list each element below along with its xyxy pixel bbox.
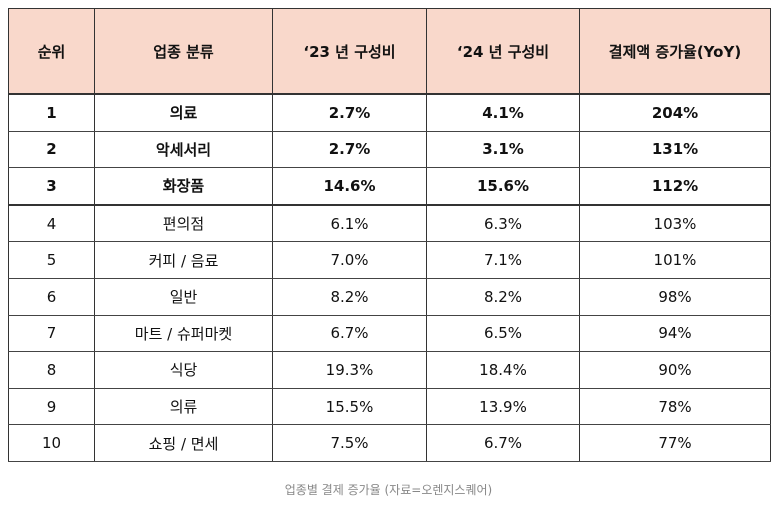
cell-share-23: 19.3% bbox=[272, 351, 427, 389]
cell-rank: 8 bbox=[8, 351, 95, 389]
cell-share-23: 2.7% bbox=[272, 94, 427, 132]
cell-share-24: 6.3% bbox=[426, 204, 580, 243]
cell-growth: 131% bbox=[579, 131, 771, 169]
cell-share-23: 14.6% bbox=[272, 167, 427, 206]
cell-growth: 101% bbox=[579, 241, 771, 279]
cell-growth: 204% bbox=[579, 94, 771, 132]
table-row: 9 의류 15.5% 13.9% 78% bbox=[8, 388, 771, 426]
cell-growth: 103% bbox=[579, 204, 771, 243]
table-row: 7 마트 / 슈퍼마켓 6.7% 6.5% 94% bbox=[8, 315, 771, 353]
cell-share-23: 7.0% bbox=[272, 241, 427, 279]
cell-share-24: 13.9% bbox=[426, 388, 580, 426]
cell-category: 일반 bbox=[94, 278, 273, 316]
cell-share-24: 6.7% bbox=[426, 424, 580, 462]
cell-share-23: 8.2% bbox=[272, 278, 427, 316]
cell-category: 의료 bbox=[94, 94, 273, 132]
cell-rank: 10 bbox=[8, 424, 95, 462]
header-rank: 순위 bbox=[8, 8, 95, 95]
table-header-row: 순위 업종 분류 ‘23 년 구성비 ‘24 년 구성비 결제액 증가율(YoY… bbox=[8, 8, 771, 95]
cell-rank: 6 bbox=[8, 278, 95, 316]
cell-share-24: 6.5% bbox=[426, 315, 580, 353]
cell-share-24: 7.1% bbox=[426, 241, 580, 279]
cell-share-24: 18.4% bbox=[426, 351, 580, 389]
header-growth-yoy: 결제액 증가율(YoY) bbox=[579, 8, 771, 95]
cell-rank: 9 bbox=[8, 388, 95, 426]
table-row: 3 화장품 14.6% 15.6% 112% bbox=[8, 167, 771, 206]
cell-category: 식당 bbox=[94, 351, 273, 389]
table-row: 5 커피 / 음료 7.0% 7.1% 101% bbox=[8, 241, 771, 279]
table-row: 8 식당 19.3% 18.4% 90% bbox=[8, 351, 771, 389]
cell-category: 화장품 bbox=[94, 167, 273, 206]
cell-share-23: 15.5% bbox=[272, 388, 427, 426]
table-row: 4 편의점 6.1% 6.3% 103% bbox=[8, 204, 771, 243]
header-category: 업종 분류 bbox=[94, 8, 273, 95]
cell-rank: 5 bbox=[8, 241, 95, 279]
cell-growth: 94% bbox=[579, 315, 771, 353]
cell-rank: 7 bbox=[8, 315, 95, 353]
cell-growth: 90% bbox=[579, 351, 771, 389]
cell-rank: 3 bbox=[8, 167, 95, 206]
table-row: 6 일반 8.2% 8.2% 98% bbox=[8, 278, 771, 316]
header-share-23: ‘23 년 구성비 bbox=[272, 8, 427, 95]
cell-category: 마트 / 슈퍼마켓 bbox=[94, 315, 273, 353]
cell-category: 의류 bbox=[94, 388, 273, 426]
cell-share-23: 7.5% bbox=[272, 424, 427, 462]
table-row: 2 악세서리 2.7% 3.1% 131% bbox=[8, 131, 771, 169]
cell-category: 커피 / 음료 bbox=[94, 241, 273, 279]
table-row: 10 쇼핑 / 면세 7.5% 6.7% 77% bbox=[8, 424, 771, 462]
cell-share-24: 4.1% bbox=[426, 94, 580, 132]
growth-table: 순위 업종 분류 ‘23 년 구성비 ‘24 년 구성비 결제액 증가율(YoY… bbox=[8, 8, 771, 462]
cell-share-23: 2.7% bbox=[272, 131, 427, 169]
cell-share-24: 15.6% bbox=[426, 167, 580, 206]
table-row: 1 의료 2.7% 4.1% 204% bbox=[8, 94, 771, 132]
cell-growth: 112% bbox=[579, 167, 771, 206]
cell-category: 쇼핑 / 면세 bbox=[94, 424, 273, 462]
cell-category: 악세서리 bbox=[94, 131, 273, 169]
header-share-24: ‘24 년 구성비 bbox=[426, 8, 580, 95]
cell-share-23: 6.1% bbox=[272, 204, 427, 243]
cell-share-23: 6.7% bbox=[272, 315, 427, 353]
cell-share-24: 3.1% bbox=[426, 131, 580, 169]
cell-rank: 2 bbox=[8, 131, 95, 169]
table-caption: 업종별 결제 증가율 (자료=오렌지스퀘어) bbox=[284, 483, 493, 497]
cell-category: 편의점 bbox=[94, 204, 273, 243]
cell-share-24: 8.2% bbox=[426, 278, 580, 316]
cell-rank: 1 bbox=[8, 94, 95, 132]
cell-growth: 78% bbox=[579, 388, 771, 426]
cell-rank: 4 bbox=[8, 204, 95, 243]
cell-growth: 77% bbox=[579, 424, 771, 462]
cell-growth: 98% bbox=[579, 278, 771, 316]
